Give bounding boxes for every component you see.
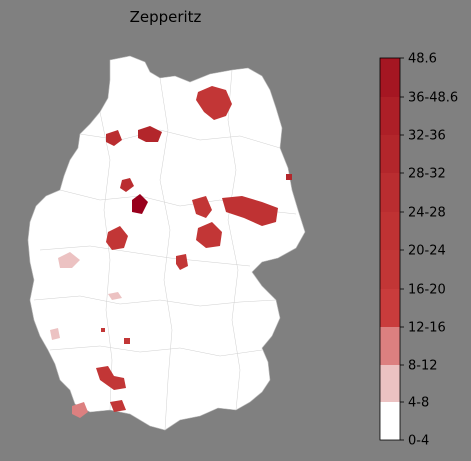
colorbar-tick-label: 16-20	[408, 283, 446, 298]
region-south-mid	[110, 400, 126, 412]
colorbar-tick-label: 0-4	[408, 434, 429, 449]
region-small-1	[124, 338, 130, 344]
colorbar-segment	[380, 327, 400, 365]
colorbar-segment	[380, 402, 400, 440]
region-west-1	[106, 226, 128, 250]
region-south-pink-1	[108, 292, 122, 300]
colorbar-segment	[380, 289, 400, 327]
colorbar-border	[379, 57, 401, 441]
region-northeast-coast	[196, 86, 232, 120]
region-central-west	[132, 194, 148, 214]
map-title: Zepperitz	[129, 8, 202, 26]
colorbar-segment	[380, 58, 400, 97]
region-west-pink	[58, 252, 80, 268]
colorbar-tick-label: 32-36	[408, 129, 446, 144]
region-east-2	[192, 196, 212, 218]
region-east-4	[286, 174, 292, 180]
region-south-west	[96, 366, 126, 390]
germany-choropleth-map	[27, 55, 306, 431]
region-south-pink-3	[72, 402, 88, 418]
region-south-pink-2	[50, 328, 60, 340]
colorbar-tick-label: 4-8	[408, 396, 429, 411]
region-east-1	[222, 196, 278, 226]
region-north-1	[138, 126, 162, 142]
colorbar-tick-label: 28-32	[408, 167, 446, 182]
colorbar-segment	[380, 173, 400, 212]
colorbar-tick-label: 36-48.6	[408, 91, 458, 106]
region-east-3	[196, 222, 222, 248]
colorbar-tick-label: 20-24	[408, 244, 446, 259]
region-north-small	[120, 178, 134, 192]
region-small-2	[101, 328, 105, 332]
colorbar-tick-label: 8-12	[408, 359, 438, 374]
colorbar-tick-label: 12-16	[408, 321, 446, 336]
colorbar-segment	[380, 135, 400, 173]
region-central-small	[176, 254, 188, 270]
colorbar-segment	[380, 250, 400, 289]
region-north-2	[106, 130, 122, 146]
colorbar-tick-label: 48.6	[408, 52, 437, 67]
colorbar-tick-label: 24-28	[408, 206, 446, 221]
colorbar-segment	[380, 365, 400, 402]
colorbar-segment	[380, 212, 400, 250]
colorbar-segment	[380, 97, 400, 135]
